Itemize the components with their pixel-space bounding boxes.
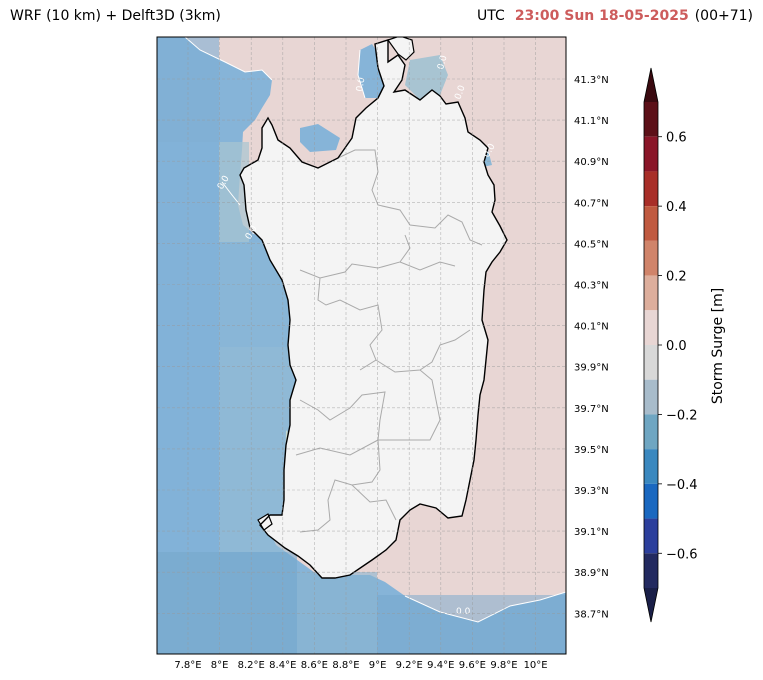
colorbar-tick-label: −0.4 [666,478,698,493]
sea-negative-surge-north [405,55,448,100]
lat-label: 39.7°N [574,404,609,415]
lat-label: 40.3°N [574,281,609,292]
model-grid-cell [377,595,566,654]
lon-label: 10°E [524,660,548,671]
colorbar-tick-label: −0.6 [666,547,698,562]
lat-label: 38.7°N [574,609,609,620]
colorbar-segment [644,553,658,588]
map-frame [156,36,567,655]
graticule [157,37,566,654]
colorbar-segment [644,310,658,345]
colorbar-segment [644,206,658,241]
colorbar-segment [644,483,658,519]
lon-label: 8.4°E [269,660,296,671]
colorbar-label: Storm Surge [m] [710,288,726,404]
valid-time-header: UTC 23:00 Sun 18-05-2025 (00+71) [477,8,753,24]
lat-label: 39.5°N [574,445,609,456]
colorbar-segment [644,240,658,276]
sardinia-landmass [240,40,507,578]
colorbar-segment [644,345,658,380]
latitude-labels: 41.3°N 41.1°N 40.9°N 40.7°N 40.5°N 40.3°N 40.1… [574,75,609,620]
lon-label: 9.4°E [427,660,454,671]
colorbar-segment [644,171,658,207]
lat-label: 41.3°N [574,75,609,86]
colorbar-segment [644,275,658,311]
lon-label: 9.2°E [396,660,423,671]
map-canvas: 0.00.00.00.00.00.00.0 [157,37,566,654]
contour-label: 0.0 [453,84,467,101]
coastline [239,39,508,579]
contour-label: 0.0 [355,76,367,92]
colorbar-segment [644,449,658,484]
colorbar-outline [643,67,659,623]
colorbar-tick-label: 0.6 [666,131,687,146]
lat-label: 41.1°N [574,116,609,127]
lead-time: (00+71) [694,8,753,24]
longitude-labels: 7.8°E 8°E 8.2°E 8.4°E 8.6°E 8.8°E 9°E 9.2°E 9.4°… [174,660,547,671]
lon-label: 8.6°E [301,660,328,671]
lon-label: 8°E [211,660,229,671]
colorbar-tick-label: 0.4 [666,200,687,215]
zero-contour [184,37,566,623]
colorbar-extend-min [644,588,658,622]
lat-label: 39.9°N [574,363,609,374]
lat-label: 38.9°N [574,568,609,579]
colorbar-tick-label: 0.2 [666,270,687,285]
contour-label: 0.0 [436,54,449,71]
contour-label: 0.0 [456,607,471,617]
model-grid-cell [157,552,297,654]
lon-label: 8.2°E [238,660,265,671]
colorbar-segment [644,518,658,554]
sea-negative-surge-islands [300,124,340,152]
colorbar-segment [644,136,658,172]
lat-label: 39.1°N [574,527,609,538]
lon-label: 8.8°E [332,660,359,671]
colorbar-segment [644,414,658,450]
lat-label: 40.7°N [574,198,609,209]
model-title: WRF (10 km) + Delft3D (3km) [10,8,221,24]
colorbar: 0.6 0.4 0.2 0.0 −0.2 −0.4 −0.6 [643,67,698,623]
colorbar-extend-max [644,68,658,102]
lon-label: 9.6°E [459,660,486,671]
colorbar-segment [644,102,658,137]
island-north [387,37,415,61]
lat-label: 40.5°N [574,239,609,250]
lat-label: 40.1°N [574,322,609,333]
lon-label: 9°E [369,660,387,671]
valid-time: 23:00 Sun 18-05-2025 [514,8,689,24]
colorbar-segment [644,379,658,415]
lat-label: 40.9°N [574,157,609,168]
lon-label: 9.8°E [490,660,517,671]
colorbar-tick-label: −0.2 [666,408,698,423]
utc-label: UTC [477,8,505,24]
lon-label: 7.8°E [174,660,201,671]
lat-label: 39.3°N [574,486,609,497]
colorbar-tick-label: 0.0 [666,339,687,354]
